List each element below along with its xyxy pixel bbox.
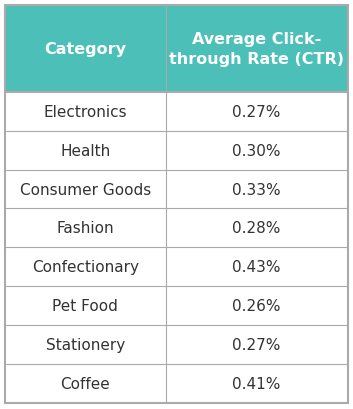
Bar — [166, 248, 348, 287]
Bar — [166, 209, 348, 248]
Bar — [166, 92, 348, 131]
Text: 0.28%: 0.28% — [232, 221, 281, 236]
Text: Confectionary: Confectionary — [32, 260, 139, 274]
Bar — [5, 287, 166, 325]
Bar — [5, 364, 166, 403]
Text: 0.27%: 0.27% — [232, 337, 281, 352]
Text: Health: Health — [60, 143, 110, 158]
Bar — [5, 170, 166, 209]
Bar — [5, 92, 166, 131]
Text: 0.30%: 0.30% — [232, 143, 281, 158]
Text: Coffee: Coffee — [61, 376, 110, 391]
Text: Category: Category — [44, 42, 126, 57]
Bar — [5, 248, 166, 287]
Text: Consumer Goods: Consumer Goods — [20, 182, 151, 197]
Text: 0.33%: 0.33% — [232, 182, 281, 197]
Text: Stationery: Stationery — [46, 337, 125, 352]
Text: 0.41%: 0.41% — [232, 376, 281, 391]
Bar — [5, 6, 166, 92]
Bar — [166, 6, 348, 92]
Text: 0.27%: 0.27% — [232, 105, 281, 119]
Text: Fashion: Fashion — [56, 221, 114, 236]
Text: 0.26%: 0.26% — [232, 299, 281, 313]
Text: Average Click-
through Rate (CTR): Average Click- through Rate (CTR) — [169, 32, 344, 67]
Text: Electronics: Electronics — [44, 105, 127, 119]
Bar — [5, 131, 166, 170]
Bar — [166, 364, 348, 403]
Bar — [5, 325, 166, 364]
Bar — [5, 209, 166, 248]
Bar — [166, 170, 348, 209]
Bar — [166, 131, 348, 170]
Bar — [166, 325, 348, 364]
Text: 0.43%: 0.43% — [232, 260, 281, 274]
Text: Pet Food: Pet Food — [53, 299, 118, 313]
Bar — [166, 287, 348, 325]
